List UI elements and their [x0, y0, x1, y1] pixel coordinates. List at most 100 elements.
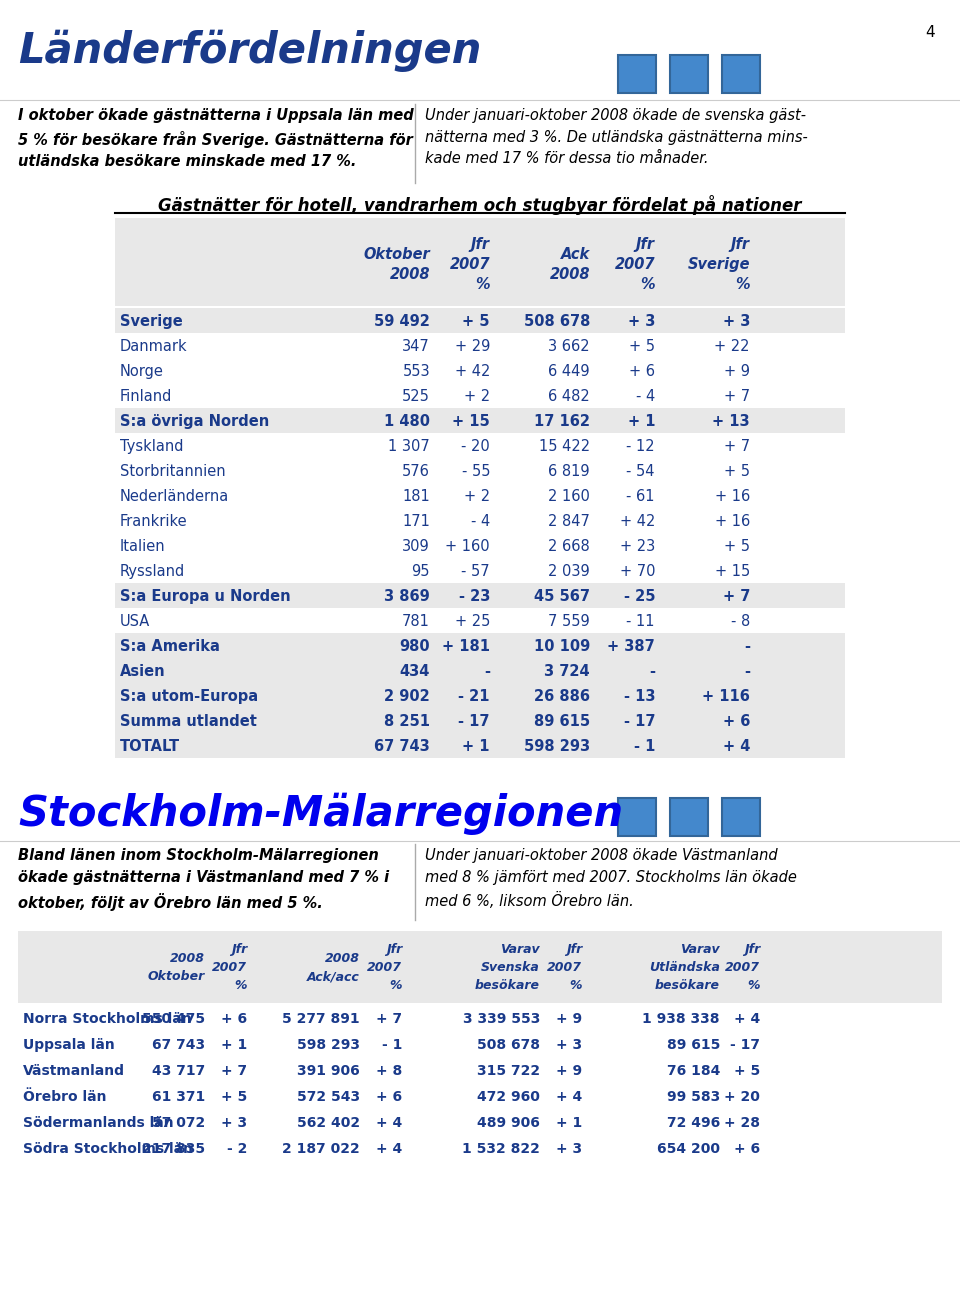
Text: Frankrike: Frankrike [120, 514, 187, 529]
Text: %: % [475, 276, 490, 292]
Text: 67 743: 67 743 [152, 1038, 205, 1052]
Text: S:a utom-Europa: S:a utom-Europa [120, 689, 258, 704]
Text: - 17: - 17 [459, 715, 490, 729]
Text: 1 307: 1 307 [388, 439, 430, 454]
Text: Finland: Finland [120, 389, 173, 404]
Text: - 20: - 20 [461, 439, 490, 454]
Text: 57 072: 57 072 [152, 1116, 205, 1131]
Text: + 5: + 5 [629, 339, 655, 353]
Text: %: % [234, 979, 247, 992]
Text: besökare: besökare [475, 979, 540, 992]
Text: 781: 781 [402, 614, 430, 629]
Text: + 4: + 4 [733, 1012, 760, 1026]
Text: Södermanlands län: Södermanlands län [23, 1116, 174, 1131]
Bar [722, 798, 760, 836]
Text: Södra Stockholms län: Södra Stockholms län [23, 1142, 193, 1157]
Text: 8 251: 8 251 [384, 715, 430, 729]
Bar [115, 733, 845, 758]
Text: Sverige: Sverige [687, 257, 750, 273]
Text: 3 662: 3 662 [548, 339, 590, 353]
Text: %: % [735, 276, 750, 292]
Text: + 4: + 4 [375, 1116, 402, 1131]
Bar [115, 632, 845, 659]
Text: + 7: + 7 [724, 439, 750, 454]
Text: + 29: + 29 [455, 339, 490, 353]
Text: + 2: + 2 [464, 489, 490, 505]
Text: + 9: + 9 [724, 364, 750, 379]
Text: + 7: + 7 [723, 589, 750, 604]
Text: + 1: + 1 [556, 1116, 582, 1131]
Text: 43 717: 43 717 [152, 1064, 205, 1078]
Text: + 22: + 22 [714, 339, 750, 353]
Text: - 21: - 21 [459, 689, 490, 704]
Text: + 15: + 15 [452, 413, 490, 429]
Text: 598 293: 598 293 [524, 739, 590, 754]
Bar [115, 708, 845, 733]
Text: Under januari-oktober 2008 ökade Västmanland
med 8 % jämfört med 2007. Stockholm: Under januari-oktober 2008 ökade Västman… [425, 848, 797, 909]
Bar [115, 683, 845, 708]
Text: 89 615: 89 615 [666, 1038, 720, 1052]
Text: 72 496: 72 496 [667, 1116, 720, 1131]
Text: Asien: Asien [120, 664, 166, 679]
Text: 99 583: 99 583 [667, 1090, 720, 1104]
Bar [670, 798, 708, 836]
Text: + 13: + 13 [712, 413, 750, 429]
Text: - 1: - 1 [634, 739, 655, 754]
Text: + 6: + 6 [376, 1090, 402, 1104]
Text: + 5: + 5 [733, 1064, 760, 1078]
Text: Jfr: Jfr [565, 943, 582, 956]
Text: + 181: + 181 [442, 639, 490, 655]
Text: - 1: - 1 [382, 1038, 402, 1052]
Text: + 16: + 16 [715, 489, 750, 505]
Text: %: % [748, 979, 760, 992]
Text: 2007: 2007 [367, 961, 402, 974]
Text: + 23: + 23 [620, 539, 655, 554]
Text: + 3: + 3 [556, 1142, 582, 1157]
Text: 3 339 553: 3 339 553 [463, 1012, 540, 1026]
Text: -: - [649, 664, 655, 679]
Text: 562 402: 562 402 [297, 1116, 360, 1131]
Text: -: - [484, 664, 490, 679]
Text: 550 475: 550 475 [142, 1012, 205, 1026]
Text: 2007: 2007 [449, 257, 490, 273]
Text: + 28: + 28 [724, 1116, 760, 1131]
Text: + 4: + 4 [556, 1090, 582, 1104]
Text: + 4: + 4 [375, 1142, 402, 1157]
Text: + 1: + 1 [628, 413, 655, 429]
Text: 1 532 822: 1 532 822 [462, 1142, 540, 1157]
Text: 572 543: 572 543 [297, 1090, 360, 1104]
Text: Ack: Ack [561, 246, 590, 262]
Text: 45 567: 45 567 [534, 589, 590, 604]
Text: + 5: + 5 [463, 314, 490, 329]
Text: + 387: + 387 [608, 639, 655, 655]
Text: 3 724: 3 724 [544, 664, 590, 679]
Text: + 3: + 3 [723, 314, 750, 329]
Text: + 5: + 5 [221, 1090, 247, 1104]
Bar [618, 55, 656, 93]
Text: 489 906: 489 906 [477, 1116, 540, 1131]
Text: + 116: + 116 [702, 689, 750, 704]
Text: + 5: + 5 [724, 464, 750, 479]
Text: Jfr: Jfr [386, 943, 402, 956]
Text: Italien: Italien [120, 539, 166, 554]
Text: Ack/acc: Ack/acc [307, 970, 360, 983]
Text: 654 200: 654 200 [657, 1142, 720, 1157]
Text: 1 480: 1 480 [384, 413, 430, 429]
Text: 434: 434 [399, 664, 430, 679]
Text: + 3: + 3 [221, 1116, 247, 1131]
Text: + 70: + 70 [619, 565, 655, 579]
Text: + 6: + 6 [629, 364, 655, 379]
Text: + 8: + 8 [375, 1064, 402, 1078]
Text: 6 449: 6 449 [548, 364, 590, 379]
Text: 2008: 2008 [170, 952, 205, 965]
Bar [722, 55, 760, 93]
Text: 980: 980 [399, 639, 430, 655]
Text: + 16: + 16 [715, 514, 750, 529]
Text: + 20: + 20 [724, 1090, 760, 1104]
Text: 6 482: 6 482 [548, 389, 590, 404]
Text: S:a Europa u Norden: S:a Europa u Norden [120, 589, 291, 604]
Text: %: % [569, 979, 582, 992]
Text: 10 109: 10 109 [534, 639, 590, 655]
Text: Norra Stockholms län: Norra Stockholms län [23, 1012, 192, 1026]
Bar [115, 218, 845, 306]
